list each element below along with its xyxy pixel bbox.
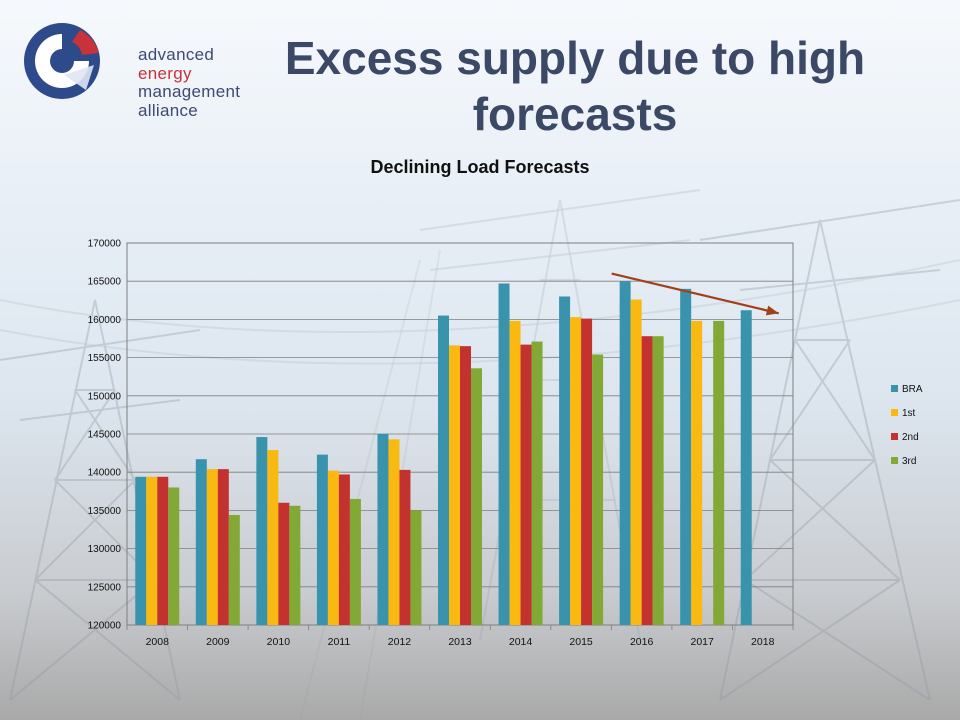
- chart-title: Declining Load Forecasts: [370, 157, 590, 177]
- legend-label-3rd: 3rd: [902, 456, 916, 467]
- y-tick-label: 160000: [88, 315, 122, 326]
- aema-logo-icon: [24, 23, 100, 99]
- bar-2nd-2011: [338, 474, 350, 625]
- bar-1st-2017: [691, 320, 703, 625]
- legend-swatch-1st: [891, 409, 898, 416]
- y-tick-label: 170000: [88, 239, 122, 250]
- y-tick-label: 125000: [88, 582, 122, 593]
- y-tick-label: 165000: [88, 277, 122, 288]
- bar-1st-2014: [509, 320, 521, 625]
- x-tick-label: 2015: [569, 636, 593, 648]
- bar-1st-2011: [327, 470, 339, 625]
- bar-3rd-2009: [228, 514, 240, 625]
- logo-wordmark: advanced energy management alliance: [138, 45, 241, 120]
- bar-bra-2014: [498, 283, 510, 625]
- bar-bra-2012: [377, 434, 389, 625]
- bar-3rd-2014: [531, 341, 543, 625]
- bar-3rd-2008: [168, 487, 180, 625]
- legend-label-bra: BRA: [902, 384, 923, 395]
- bar-2nd-2012: [399, 469, 411, 625]
- bar-3rd-2017: [713, 320, 725, 625]
- bar-3rd-2016: [652, 336, 664, 625]
- bar-2nd-2015: [581, 318, 593, 625]
- y-tick-label: 155000: [88, 353, 122, 364]
- x-tick-label: 2009: [206, 636, 230, 648]
- logo-line-management: management: [138, 82, 241, 101]
- bar-2nd-2013: [460, 346, 471, 625]
- bar-3rd-2010: [289, 505, 301, 625]
- bar-1st-2010: [267, 450, 279, 625]
- bar-bra-2013: [438, 315, 449, 625]
- x-tick-label: 2017: [691, 636, 715, 648]
- trend-arrow-line: [611, 272, 779, 315]
- bar-2nd-2016: [641, 336, 653, 625]
- bar-1st-2012: [388, 439, 400, 625]
- y-tick-label: 120000: [88, 621, 122, 632]
- aema-logo: advanced energy management alliance: [22, 20, 262, 119]
- bar-1st-2015: [570, 317, 582, 625]
- logo-line-advanced: advanced: [138, 45, 215, 64]
- bar-bra-2016: [619, 281, 631, 625]
- bar-3rd-2013: [471, 368, 482, 625]
- legend-label-1st: 1st: [902, 408, 916, 419]
- x-tick-label: 2014: [509, 636, 533, 648]
- bar-1st-2013: [449, 345, 460, 625]
- x-tick-label: 2011: [328, 636, 351, 648]
- bar-bra-2017: [680, 288, 692, 625]
- bar-3rd-2011: [349, 498, 361, 625]
- bar-bra-2010: [256, 437, 268, 625]
- x-tick-label: 2018: [751, 636, 775, 648]
- x-tick-label: 2013: [448, 636, 472, 648]
- bar-2nd-2008: [157, 476, 169, 625]
- x-tick-label: 2012: [388, 636, 412, 648]
- bar-2nd-2014: [520, 344, 532, 625]
- bar-1st-2016: [630, 299, 642, 625]
- y-tick-label: 135000: [88, 506, 122, 517]
- x-tick-label: 2010: [267, 636, 291, 648]
- legend-swatch-bra: [891, 385, 898, 392]
- bar-1st-2008: [146, 476, 158, 625]
- trend-arrow-head: [765, 305, 779, 316]
- y-tick-label: 140000: [88, 468, 122, 479]
- legend-swatch-3rd: [891, 457, 898, 464]
- bar-bra-2015: [559, 296, 571, 625]
- y-tick-label: 130000: [88, 544, 122, 555]
- bar-3rd-2012: [410, 510, 422, 625]
- bar-bra-2009: [195, 459, 207, 625]
- logo-line-alliance: alliance: [138, 100, 199, 120]
- bar-1st-2009: [206, 469, 218, 625]
- logo-line-energy: energy: [138, 63, 192, 83]
- bar-3rd-2015: [592, 354, 604, 625]
- bar-bra-2018: [740, 310, 752, 625]
- x-tick-label: 2008: [146, 636, 170, 648]
- y-tick-label: 145000: [88, 430, 122, 441]
- x-tick-label: 2016: [630, 636, 654, 648]
- y-tick-label: 150000: [88, 391, 122, 402]
- bar-bra-2008: [135, 476, 147, 625]
- legend-label-2nd: 2nd: [902, 432, 919, 443]
- legend-swatch-2nd: [891, 433, 898, 440]
- bar-2nd-2009: [217, 469, 229, 625]
- bar-bra-2011: [316, 454, 328, 625]
- slide-title: Excess supply due to high forecasts: [284, 32, 866, 140]
- bar-2nd-2010: [278, 502, 290, 625]
